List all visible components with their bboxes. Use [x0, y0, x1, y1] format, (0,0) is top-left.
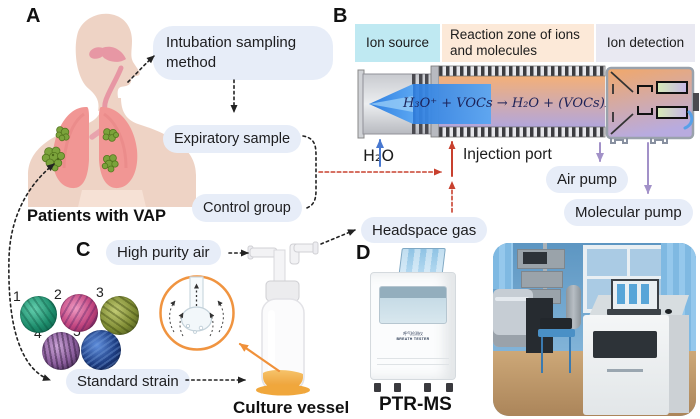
panel-c-label: C: [76, 239, 91, 261]
strain-number-1: 1: [13, 288, 21, 304]
culture-vessel: [247, 241, 319, 396]
machine-seam: [377, 358, 449, 365]
panel-d-label: D: [356, 242, 371, 264]
machine-window: [379, 286, 447, 324]
machine-body: 呼气检测仪 BREATH TESTER: [370, 272, 456, 380]
ptr-ms-machine: 呼气检测仪 BREATH TESTER: [368, 248, 460, 392]
panel-a-label: A: [26, 5, 41, 27]
water-label: H₂O: [363, 146, 395, 165]
ptr-ms-schematic: H₃O⁺ + VOCs → H₂O + (VOCs)H⁺: [357, 65, 699, 144]
breath-tester-label: [607, 369, 643, 372]
window-mullion: [587, 276, 667, 279]
machine-foot: [394, 383, 401, 392]
panel-b-label: B: [333, 5, 348, 27]
patient-illustration: [28, 13, 196, 207]
ptr-ms-caption: PTR-MS: [379, 394, 452, 415]
rack-screen: [523, 252, 547, 264]
bracket-samples: [302, 135, 317, 210]
laptop-chart-bar: [617, 284, 625, 304]
machine-foot: [446, 383, 453, 392]
ion-beam: [369, 84, 491, 124]
photo-laptop-base: [607, 309, 661, 315]
strain-photo-5: [81, 330, 121, 370]
breath-tester-side: [669, 315, 689, 413]
strain-photo-2: [60, 294, 98, 332]
machine-foot: [374, 383, 381, 392]
breath-tester-panel: [593, 331, 657, 358]
stool-leg: [541, 337, 543, 373]
photo-mouse: [665, 309, 672, 314]
machine-label-cn: 呼气检测仪: [403, 331, 423, 336]
expiratory-pill: Expiratory sample: [163, 125, 302, 153]
strain-photo-1: [20, 296, 57, 333]
laptop-chart-bar: [641, 284, 649, 304]
hospital-photo: [493, 243, 696, 416]
photo-laptop-screen: [611, 279, 659, 313]
strain-photo-4: [42, 332, 80, 370]
laptop-chart-bar: [629, 284, 637, 304]
machine-label-en: BREATH TESTER: [396, 337, 430, 341]
bed-rail: [495, 297, 529, 301]
photo-stool: [538, 329, 575, 337]
photo-stool-device: [540, 318, 572, 329]
arrow-vessel-to-headspace: [320, 229, 356, 245]
patients-caption: Patients with VAP: [27, 207, 167, 225]
rack-device: [521, 271, 563, 288]
strain-number-2: 2: [54, 286, 62, 302]
ion-detection-header: Ion detection: [596, 24, 695, 62]
intubation-pill: Intubation sampling method: [153, 26, 333, 80]
machine-foot: [424, 383, 431, 392]
photo-curtain-left: [493, 243, 513, 289]
standard-strain-pill: Standard strain: [66, 369, 190, 394]
bubbler-inset: [159, 275, 235, 351]
breath-tester-front: [583, 315, 669, 415]
ion-source-header: Ion source: [355, 24, 440, 62]
air-pump-pill: Air pump: [546, 166, 629, 193]
photo-breath-tester: [581, 279, 691, 415]
molecular-pump-pill: Molecular pump: [564, 199, 693, 226]
culture-vessel-caption: Culture vessel: [233, 398, 350, 417]
reaction-equation: H₃O⁺ + VOCs → H₂O + (VOCs)H⁺: [402, 96, 623, 111]
reaction-zone-header: Reaction zone of ions and molecules: [442, 24, 594, 62]
control-pill: Control group: [192, 194, 302, 222]
stool-leg: [569, 337, 571, 373]
ion-detection-schematic: [605, 66, 699, 144]
strain-number-3: 3: [96, 284, 104, 300]
injection-port-label: Injection port: [463, 146, 552, 163]
high-purity-air-pill: High purity air: [106, 240, 221, 265]
strain-photo-3: [100, 296, 139, 335]
bacteria-clusters: [41, 126, 119, 173]
headspace-gas-pill: Headspace gas: [361, 217, 488, 243]
